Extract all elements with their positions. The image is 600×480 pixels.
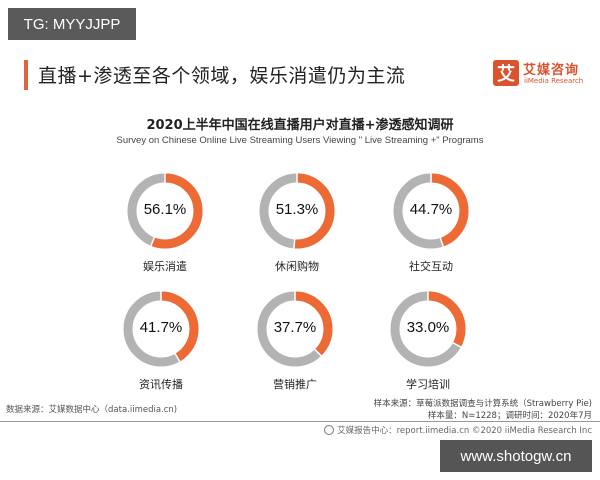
donut-value: 56.1% (143, 201, 187, 218)
sample-source: 样本来源：草莓派数据调查与计算系统（Strawberry Pie) (373, 399, 592, 409)
donut-value: 41.7% (139, 319, 183, 336)
donut-chart: 41.7% 资讯传播 (106, 290, 216, 400)
donut-ring (393, 172, 469, 249)
donut-ring (259, 172, 335, 250)
iimedia-logo: 艾 艾媒咨询 iiMedia Research (493, 58, 593, 90)
donut-value: 51.3% (275, 201, 319, 218)
donut-label: 营销推广 (273, 378, 317, 391)
donut-chart: 44.7% 社交互动 (376, 172, 486, 282)
footer-divider (0, 421, 600, 422)
donut-ring (127, 172, 203, 249)
donut-chart: 51.3% 休闲购物 (242, 172, 352, 282)
sample-size: 样本量：N=1228；调研时间：2020年7月 (427, 411, 592, 421)
donut-value: 33.0% (406, 319, 450, 336)
chart-subtitle: Survey on Chinese Online Live Streaming … (116, 135, 484, 146)
donut-label: 学习培训 (406, 378, 450, 391)
data-source: 数据来源：艾媒数据中心（data.iimedia.cn) (6, 405, 178, 415)
watermark-bottom: www.shotogw.cn (440, 440, 592, 472)
donut-chart: 37.7% 营销推广 (240, 290, 350, 400)
report-center: 艾媒报告中心：report.iimedia.cn ©2020 iiMedia R… (324, 424, 592, 436)
donut-value: 37.7% (273, 319, 317, 336)
logo-en-text: iiMedia Research (524, 77, 584, 85)
donut-label: 娱乐消遣 (143, 260, 187, 273)
title-accent-bar (24, 60, 28, 90)
watermark-top: TG: MYYJJPP (8, 8, 136, 40)
logo-cn-text: 艾媒咨询 (523, 63, 580, 78)
globe-icon (324, 425, 335, 435)
donut-chart: 33.0% 学习培训 (373, 290, 483, 400)
donut-label: 资讯传播 (139, 378, 183, 391)
donut-ring (390, 290, 466, 367)
donut-ring (123, 290, 199, 367)
page-title: 直播+渗透至各个领域，娱乐消遣仍为主流 (38, 65, 406, 87)
donut-label: 休闲购物 (275, 260, 319, 273)
logo-icon: 艾 (493, 60, 519, 86)
report-center-text: 艾媒报告中心：report.iimedia.cn ©2020 iiMedia R… (337, 426, 592, 436)
donut-value: 44.7% (409, 201, 453, 218)
chart-title: 2020上半年中国在线直播用户对直播+渗透感知调研 (146, 118, 454, 133)
donut-ring (257, 290, 333, 367)
donut-label: 社交互动 (409, 260, 453, 273)
donut-chart: 56.1% 娱乐消遣 (110, 172, 220, 282)
